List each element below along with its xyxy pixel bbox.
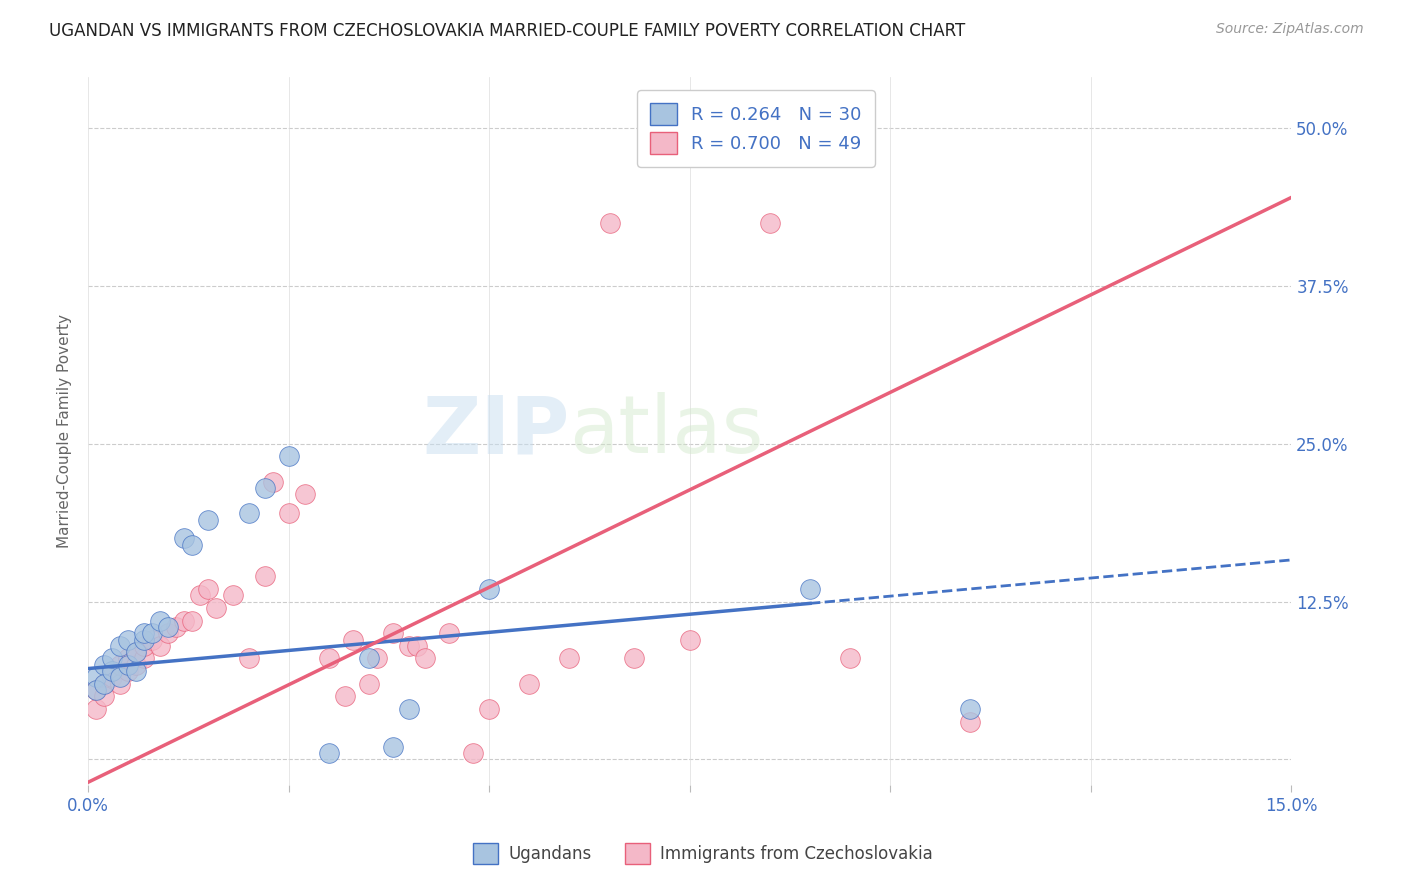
Point: [117, 657, 139, 672]
Point: [599, 216, 621, 230]
Point: [110, 676, 132, 690]
Point: [141, 626, 163, 640]
Text: ZIP: ZIP: [422, 392, 569, 470]
Point: [125, 645, 148, 659]
Legend: R = 0.264   N = 30, R = 0.700   N = 49: R = 0.264 N = 30, R = 0.700 N = 49: [637, 90, 875, 167]
Point: [93, 690, 115, 704]
Point: [623, 651, 645, 665]
Legend: Ugandans, Immigrants from Czechoslovakia: Ugandans, Immigrants from Czechoslovakia: [467, 837, 939, 871]
Y-axis label: Married-Couple Family Poverty: Married-Couple Family Poverty: [58, 314, 72, 548]
Point: [134, 632, 156, 647]
Point: [93, 657, 115, 672]
Point: [478, 702, 501, 716]
Point: [413, 651, 436, 665]
Point: [101, 664, 124, 678]
Point: [117, 632, 139, 647]
Point: [134, 626, 156, 640]
Point: [149, 639, 172, 653]
Point: [101, 670, 124, 684]
Point: [93, 676, 115, 690]
Point: [157, 620, 180, 634]
Point: [125, 664, 148, 678]
Point: [84, 702, 107, 716]
Point: [93, 676, 115, 690]
Point: [110, 670, 132, 684]
Point: [277, 506, 299, 520]
Point: [253, 569, 276, 583]
Point: [357, 676, 380, 690]
Point: [759, 216, 782, 230]
Point: [381, 626, 404, 640]
Point: [117, 651, 139, 665]
Point: [381, 739, 404, 754]
Point: [173, 532, 195, 546]
Point: [437, 626, 460, 640]
Point: [101, 651, 124, 665]
Point: [398, 639, 420, 653]
Point: [517, 676, 540, 690]
Point: [101, 664, 124, 678]
Point: [141, 632, 163, 647]
Point: [238, 651, 260, 665]
Point: [478, 582, 501, 596]
Text: UGANDAN VS IMMIGRANTS FROM CZECHOSLOVAKIA MARRIED-COUPLE FAMILY POVERTY CORRELAT: UGANDAN VS IMMIGRANTS FROM CZECHOSLOVAKI…: [49, 22, 966, 40]
Point: [333, 690, 356, 704]
Text: atlas: atlas: [569, 392, 763, 470]
Point: [181, 614, 204, 628]
Point: [149, 614, 172, 628]
Point: [959, 714, 981, 729]
Point: [463, 746, 485, 760]
Point: [277, 450, 299, 464]
Point: [125, 657, 148, 672]
Point: [125, 645, 148, 659]
Point: [679, 632, 702, 647]
Point: [558, 651, 581, 665]
Point: [318, 651, 340, 665]
Point: [84, 683, 107, 698]
Point: [197, 582, 219, 596]
Point: [262, 475, 284, 489]
Point: [190, 588, 212, 602]
Point: [357, 651, 380, 665]
Point: [181, 538, 204, 552]
Point: [342, 632, 364, 647]
Point: [221, 588, 243, 602]
Point: [110, 657, 132, 672]
Point: [134, 651, 156, 665]
Point: [84, 683, 107, 698]
Point: [238, 506, 260, 520]
Point: [117, 664, 139, 678]
Point: [197, 512, 219, 526]
Point: [157, 626, 180, 640]
Point: [799, 582, 821, 596]
Point: [398, 702, 420, 716]
Point: [406, 639, 429, 653]
Point: [839, 651, 862, 665]
Point: [366, 651, 388, 665]
Point: [173, 614, 195, 628]
Point: [165, 620, 187, 634]
Point: [84, 670, 107, 684]
Point: [134, 639, 156, 653]
Point: [253, 481, 276, 495]
Point: [110, 639, 132, 653]
Text: Source: ZipAtlas.com: Source: ZipAtlas.com: [1216, 22, 1364, 37]
Point: [205, 601, 228, 615]
Point: [959, 702, 981, 716]
Point: [318, 746, 340, 760]
Point: [294, 487, 316, 501]
